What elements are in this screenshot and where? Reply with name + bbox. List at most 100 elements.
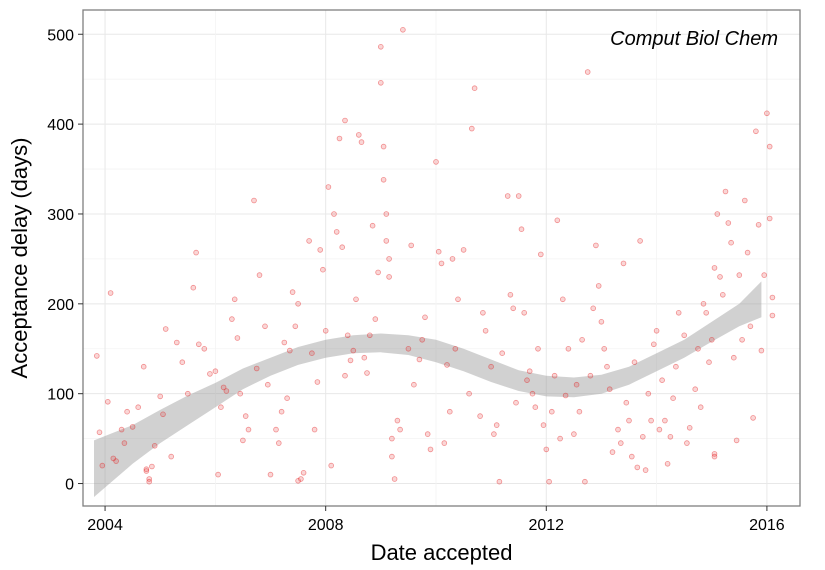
data-point (162, 326, 169, 332)
data-point (444, 362, 450, 368)
data-point (468, 125, 475, 132)
data-point (755, 222, 762, 228)
data-point (435, 248, 442, 255)
data-point (703, 309, 709, 316)
data-point (753, 128, 759, 135)
data-point (515, 193, 522, 199)
data-point (769, 312, 776, 319)
x-tick-label: 2016 (749, 517, 785, 534)
data-point (212, 368, 219, 375)
data-point (190, 284, 197, 291)
data-point (306, 238, 312, 244)
panel-border (82, 9, 801, 507)
data-point (595, 283, 602, 289)
data-point (336, 135, 343, 142)
data-point (557, 435, 563, 442)
data-point (223, 388, 230, 394)
data-point (584, 69, 591, 75)
data-point (240, 437, 246, 444)
data-point (758, 347, 765, 354)
data-point (331, 211, 337, 217)
data-point (383, 238, 390, 244)
data-point (593, 242, 599, 249)
data-point (361, 354, 368, 361)
data-point (422, 314, 428, 321)
data-point (606, 386, 613, 393)
data-point (645, 390, 652, 397)
data-point (601, 345, 607, 352)
data-point (604, 363, 610, 370)
data-point (741, 197, 748, 204)
data-point (728, 239, 734, 246)
data-point (350, 347, 357, 354)
data-point (598, 318, 605, 325)
data-point (229, 316, 235, 322)
data-point (576, 408, 583, 415)
data-point (245, 426, 252, 433)
data-points (94, 26, 776, 485)
data-point (298, 476, 304, 482)
data-point (256, 272, 263, 278)
data-point (146, 478, 153, 485)
data-point (322, 327, 329, 334)
data-point (524, 377, 530, 384)
data-point (554, 217, 561, 224)
data-point (664, 460, 671, 467)
data-point (700, 300, 707, 307)
data-point (686, 424, 693, 431)
data-point (637, 238, 643, 244)
data-point (375, 269, 381, 276)
data-point (380, 177, 387, 183)
data-point (769, 294, 776, 301)
data-point (251, 197, 257, 204)
data-point (529, 390, 536, 397)
panel-background (83, 10, 800, 506)
data-point (99, 462, 106, 469)
data-point (391, 476, 398, 482)
data-point (455, 296, 461, 303)
data-point (626, 417, 632, 424)
data-point (220, 384, 227, 391)
data-point (537, 251, 544, 258)
data-point (548, 408, 555, 415)
data-point (389, 435, 395, 442)
data-point (121, 440, 128, 446)
data-point (157, 393, 164, 400)
data-point (273, 426, 279, 433)
data-point (135, 404, 142, 411)
data-point (286, 347, 293, 354)
data-point (582, 478, 588, 485)
data-point (736, 272, 743, 278)
data-point (377, 80, 384, 86)
data-point (174, 339, 180, 346)
data-point (730, 354, 737, 361)
data-point (231, 296, 238, 303)
data-point (289, 289, 296, 295)
data-point (215, 471, 221, 478)
data-point (543, 446, 550, 453)
x-tick-label: 2012 (528, 517, 564, 534)
data-point (110, 455, 117, 462)
data-point (521, 309, 527, 316)
x-axis-title: Date accepted (371, 540, 513, 565)
data-point (692, 386, 698, 393)
data-point (347, 357, 354, 364)
data-point (364, 370, 370, 376)
data-point (617, 440, 624, 446)
data-point (96, 429, 103, 436)
data-point (750, 415, 756, 421)
data-point (113, 458, 119, 464)
data-point (405, 345, 412, 352)
data-point (648, 417, 654, 424)
smooth-band (94, 281, 762, 497)
x-tick-label: 2004 (87, 517, 123, 534)
data-point (446, 408, 453, 415)
data-point (513, 399, 519, 406)
data-point (193, 249, 199, 256)
y-axis-title: Acceptance delay (days) (7, 138, 32, 379)
data-point (639, 433, 646, 440)
data-point (433, 159, 439, 165)
data-point (386, 256, 392, 262)
data-point (642, 467, 649, 473)
data-point (441, 440, 448, 446)
